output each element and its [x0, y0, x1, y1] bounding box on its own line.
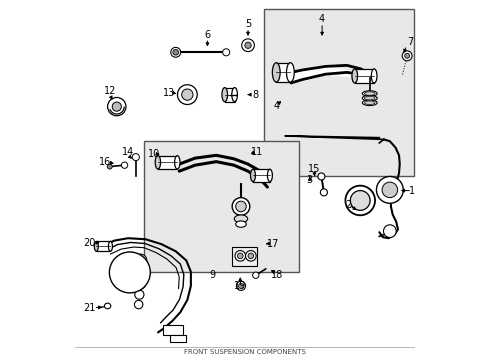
Bar	[169, 334, 185, 342]
Bar	[354, 69, 373, 83]
Circle shape	[317, 173, 324, 180]
Ellipse shape	[362, 100, 376, 105]
Ellipse shape	[94, 242, 98, 251]
Circle shape	[109, 252, 150, 293]
Text: 19: 19	[234, 281, 246, 291]
Circle shape	[107, 98, 126, 116]
Circle shape	[232, 198, 249, 215]
Text: 10: 10	[148, 149, 161, 158]
Circle shape	[177, 85, 197, 104]
Bar	[264, 9, 413, 176]
Bar	[163, 325, 183, 335]
Ellipse shape	[364, 96, 374, 100]
Text: 14: 14	[122, 147, 134, 157]
Ellipse shape	[267, 169, 272, 181]
Circle shape	[376, 176, 403, 203]
Text: 7: 7	[407, 37, 412, 47]
Text: 4: 4	[318, 14, 325, 24]
Ellipse shape	[231, 87, 237, 102]
Bar	[96, 242, 110, 251]
Ellipse shape	[174, 156, 180, 169]
Circle shape	[401, 51, 411, 61]
Ellipse shape	[108, 242, 112, 251]
Circle shape	[136, 267, 147, 278]
Circle shape	[349, 190, 369, 210]
Circle shape	[107, 164, 112, 169]
Ellipse shape	[222, 87, 227, 102]
Text: 12: 12	[103, 86, 116, 96]
Circle shape	[222, 49, 229, 56]
Ellipse shape	[362, 91, 376, 96]
Text: 2: 2	[345, 200, 351, 210]
Circle shape	[237, 253, 243, 259]
Text: 5: 5	[244, 19, 251, 29]
Text: 1: 1	[408, 186, 414, 195]
Circle shape	[320, 189, 327, 196]
Ellipse shape	[364, 101, 374, 104]
Bar	[143, 141, 299, 272]
Ellipse shape	[235, 221, 246, 227]
Text: 8: 8	[251, 90, 258, 100]
Ellipse shape	[272, 63, 280, 82]
Circle shape	[173, 49, 178, 55]
Circle shape	[383, 225, 395, 238]
Ellipse shape	[250, 169, 255, 181]
Bar	[276, 63, 290, 82]
Text: 20: 20	[83, 238, 95, 248]
Ellipse shape	[155, 156, 160, 169]
Circle shape	[247, 253, 253, 259]
Circle shape	[134, 254, 146, 267]
Ellipse shape	[104, 303, 111, 309]
Text: 13: 13	[162, 87, 174, 98]
Ellipse shape	[351, 69, 357, 83]
Circle shape	[170, 48, 180, 57]
Text: 15: 15	[307, 164, 320, 174]
Ellipse shape	[234, 215, 247, 223]
Text: 17: 17	[267, 239, 279, 248]
Text: 11: 11	[250, 147, 263, 157]
Circle shape	[252, 272, 259, 278]
Ellipse shape	[286, 63, 294, 82]
Circle shape	[381, 182, 397, 198]
Circle shape	[134, 300, 142, 309]
Bar	[232, 247, 256, 266]
Circle shape	[404, 53, 409, 58]
Circle shape	[238, 283, 243, 288]
Bar	[224, 87, 234, 102]
Circle shape	[236, 281, 245, 291]
Circle shape	[245, 251, 256, 261]
Circle shape	[135, 279, 145, 289]
Text: 18: 18	[270, 270, 283, 280]
Text: 4: 4	[273, 101, 279, 111]
Ellipse shape	[362, 95, 376, 101]
Text: 6: 6	[204, 30, 210, 40]
Bar	[158, 156, 177, 169]
Circle shape	[235, 251, 245, 261]
Circle shape	[345, 186, 374, 215]
Text: 9: 9	[208, 270, 215, 280]
Text: 16: 16	[99, 157, 111, 167]
Text: 21: 21	[83, 303, 95, 313]
Ellipse shape	[370, 69, 376, 83]
Circle shape	[244, 42, 251, 48]
Circle shape	[241, 39, 254, 51]
Circle shape	[132, 154, 139, 161]
Circle shape	[182, 89, 193, 100]
Circle shape	[135, 290, 143, 299]
Circle shape	[112, 102, 121, 111]
Text: 3: 3	[306, 175, 312, 185]
Text: FRONT SUSPENSION COMPONENTS: FRONT SUSPENSION COMPONENTS	[183, 349, 305, 355]
Ellipse shape	[364, 92, 374, 95]
Circle shape	[121, 162, 127, 168]
Circle shape	[235, 201, 246, 212]
Bar	[252, 169, 269, 181]
